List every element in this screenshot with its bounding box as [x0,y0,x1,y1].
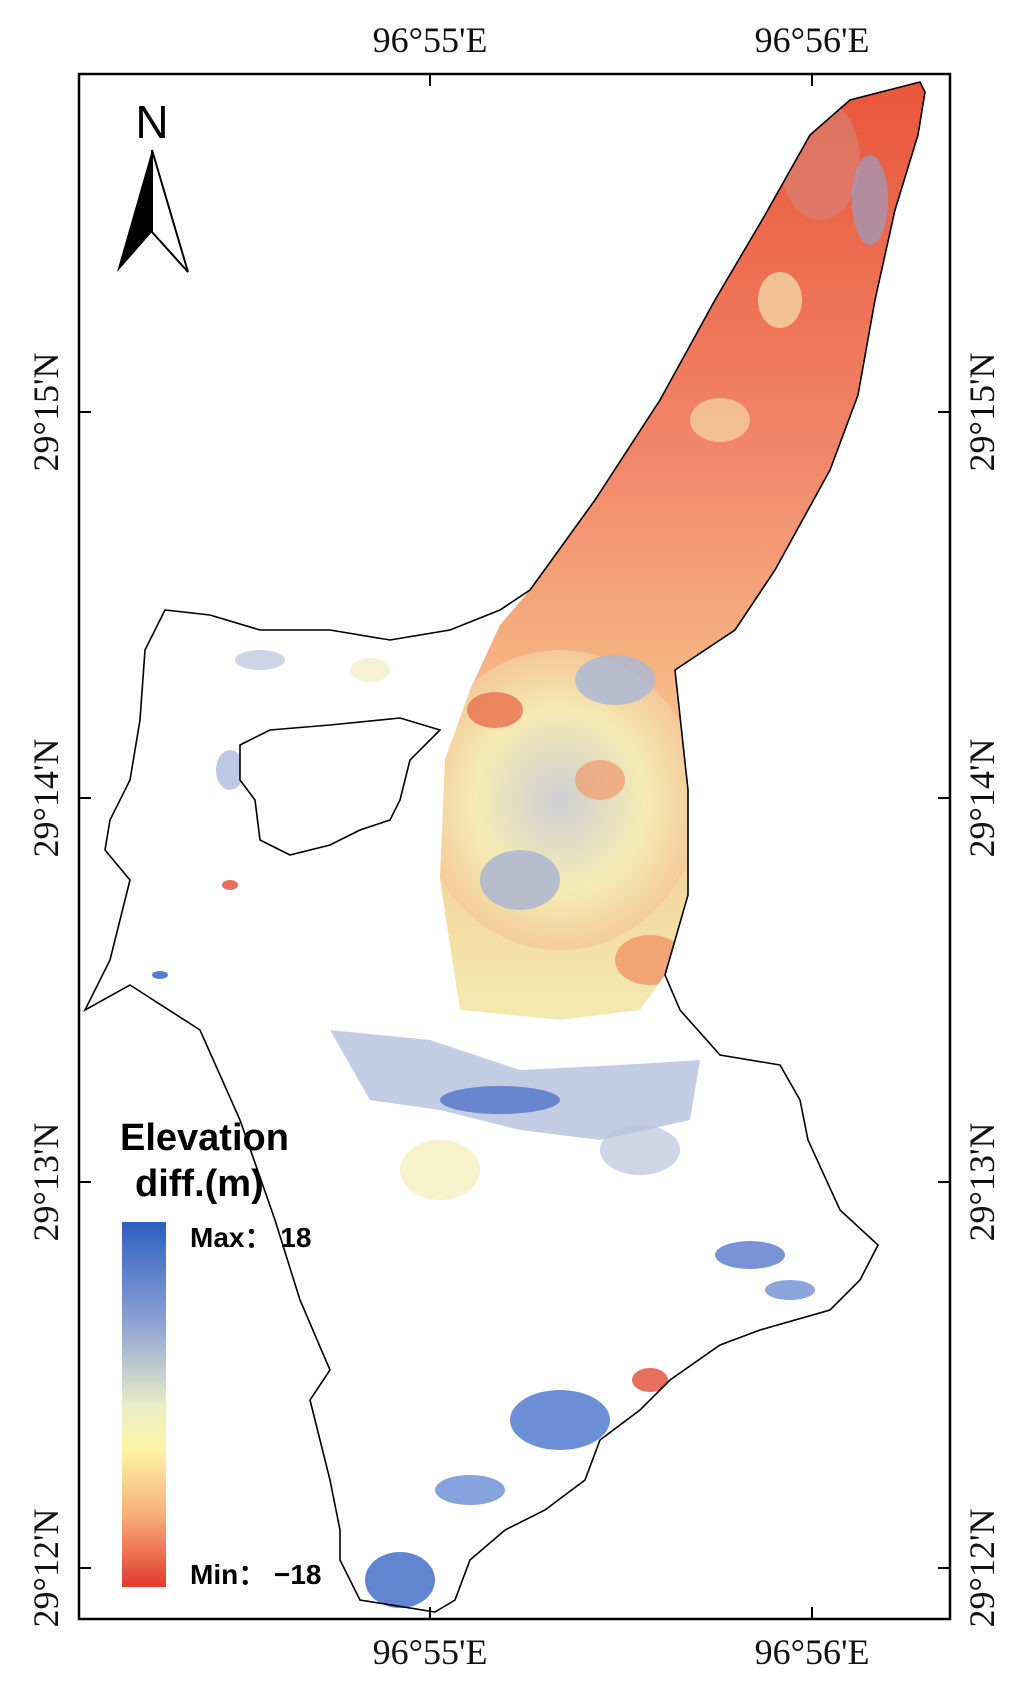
bottom-lon-label-1: 96°55'E [373,1632,488,1672]
right-lat-label-1: 29°15'N [962,353,1002,472]
legend-max-label: Max： 18 [190,1222,311,1253]
bottom-lon-label-2: 96°56'E [755,1632,870,1672]
right-lat-label-3: 29°13'N [962,1123,1002,1242]
tick-marks [79,74,950,1619]
top-lon-label-1: 96°55'E [373,20,488,60]
left-lat-label-3: 29°13'N [26,1123,66,1242]
left-lat-label-1: 29°15'N [26,353,66,472]
legend: Elevation diff.(m) Max： 18 Min： −18 [120,1117,321,1590]
legend-color-ramp [122,1222,166,1587]
right-lat-label-2: 29°14'N [962,739,1002,858]
legend-title-line2: diff.(m) [135,1163,264,1205]
left-lat-label-2: 29°14'N [26,739,66,858]
legend-min-label: Min： −18 [190,1559,321,1590]
north-arrow-icon: N [117,96,189,273]
north-arrow-label: N [135,96,168,148]
inner-boundary-hole [239,717,442,856]
left-lat-label-4: 29°12'N [26,1509,66,1628]
top-lon-label-2: 96°56'E [755,20,870,60]
legend-title-line1: Elevation [120,1117,289,1159]
study-area-boundary [83,81,926,1613]
right-lat-label-4: 29°12'N [962,1509,1002,1628]
